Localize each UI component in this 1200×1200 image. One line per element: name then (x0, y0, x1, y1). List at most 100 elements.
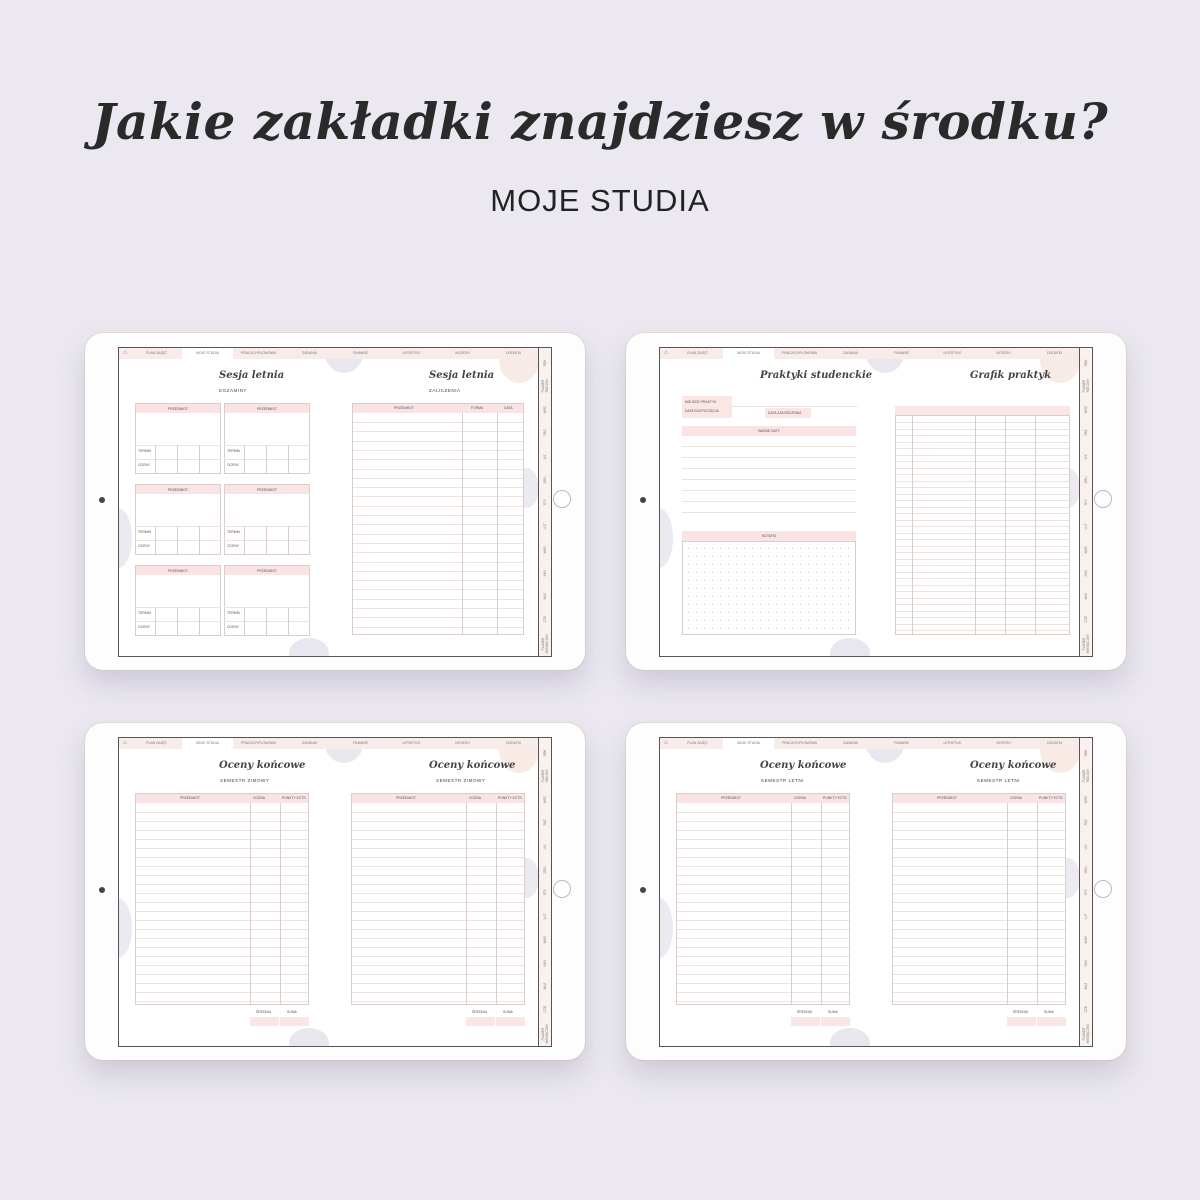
tab-4[interactable]: FINANSE (353, 351, 368, 355)
side-tab-4[interactable]: LIS (1084, 843, 1088, 849)
side-tab-9[interactable]: KWI (543, 960, 547, 967)
side-tab-7[interactable]: LUT (543, 913, 547, 920)
tab-2[interactable]: PRACA DYPLOMOWA (241, 741, 276, 745)
side-tab-7[interactable]: LUT (1084, 913, 1088, 920)
side-tab-5[interactable]: GRU (543, 866, 547, 874)
tab-3[interactable]: ZADANIA (843, 741, 858, 745)
tab-0[interactable]: PLAN ZAJĘĆ (687, 351, 708, 355)
sum-box[interactable] (821, 1017, 850, 1026)
tab-6[interactable]: NOTATKI (455, 351, 470, 355)
side-tab-0[interactable]: ROK (1084, 749, 1088, 757)
tab-7[interactable]: DODATKI (506, 741, 521, 745)
side-tab-7[interactable]: LUT (1084, 523, 1088, 530)
home-icon[interactable]: ⌂ (664, 350, 668, 356)
side-tab-8[interactable]: MAR (543, 936, 547, 944)
side-tab-12[interactable]: PLANER MIESIĘCZNY (1082, 1023, 1090, 1044)
side-tab-3[interactable]: PAŹ (1084, 819, 1088, 826)
home-button[interactable] (1094, 490, 1112, 508)
side-tab-10[interactable]: MAJ (543, 593, 547, 600)
tab-4[interactable]: FINANSE (353, 741, 368, 745)
sum-box[interactable] (496, 1017, 525, 1026)
side-tab-2[interactable]: WRZ (1084, 795, 1088, 804)
tab-6[interactable]: NOTATKI (996, 741, 1011, 745)
side-tab-5[interactable]: GRU (1084, 476, 1088, 484)
side-tab-4[interactable]: LIS (1084, 453, 1088, 459)
sum-box[interactable] (280, 1017, 309, 1026)
side-tab-11[interactable]: CZE (1084, 616, 1088, 624)
tab-0[interactable]: PLAN ZAJĘĆ (146, 741, 167, 745)
side-tab-12[interactable]: PLANER MIESIĘCZNY (541, 633, 549, 654)
side-tab-4[interactable]: LIS (543, 453, 547, 459)
side-tab-2[interactable]: WRZ (543, 795, 547, 804)
average-box[interactable] (791, 1017, 820, 1026)
side-tab-11[interactable]: CZE (1084, 1006, 1088, 1014)
tab-3[interactable]: ZADANIA (843, 351, 858, 355)
tab-1[interactable]: MOJE STUDIA (723, 348, 774, 359)
side-tab-6[interactable]: STY (543, 499, 547, 507)
tab-6[interactable]: NOTATKI (996, 351, 1011, 355)
tab-7[interactable]: DODATKI (1047, 351, 1062, 355)
side-tab-1[interactable]: PLANER ROCZNY (541, 379, 549, 393)
side-tab-9[interactable]: KWI (1084, 570, 1088, 577)
side-tab-9[interactable]: KWI (543, 570, 547, 577)
home-icon[interactable]: ⌂ (664, 740, 668, 746)
side-tab-6[interactable]: STY (1084, 889, 1088, 897)
side-tab-1[interactable]: PLANER ROCZNY (541, 769, 549, 783)
side-tab-2[interactable]: WRZ (543, 405, 547, 414)
home-icon[interactable]: ⌂ (123, 740, 127, 746)
side-tab-0[interactable]: ROK (1084, 359, 1088, 367)
side-tab-4[interactable]: LIS (543, 843, 547, 849)
tab-1[interactable]: MOJE STUDIA (182, 738, 233, 749)
tab-4[interactable]: FINANSE (894, 351, 909, 355)
tab-0[interactable]: PLAN ZAJĘĆ (146, 351, 167, 355)
tab-6[interactable]: NOTATKI (455, 741, 470, 745)
sum-box[interactable] (1037, 1017, 1066, 1026)
side-tab-9[interactable]: KWI (1084, 960, 1088, 967)
tab-5[interactable]: LIFESTYLE (402, 741, 421, 745)
home-button[interactable] (553, 490, 571, 508)
tab-0[interactable]: PLAN ZAJĘĆ (687, 741, 708, 745)
tab-2[interactable]: PRACA DYPLOMOWA (241, 351, 276, 355)
side-tab-3[interactable]: PAŹ (1084, 429, 1088, 436)
side-tab-11[interactable]: CZE (543, 1006, 547, 1014)
average-box[interactable] (250, 1017, 279, 1026)
side-tab-8[interactable]: MAR (1084, 546, 1088, 554)
side-tab-11[interactable]: CZE (543, 616, 547, 624)
side-tab-8[interactable]: MAR (1084, 936, 1088, 944)
side-tab-1[interactable]: PLANER ROCZNY (1082, 769, 1090, 783)
tab-5[interactable]: LIFESTYLE (402, 351, 421, 355)
side-tab-1[interactable]: PLANER ROCZNY (1082, 379, 1090, 393)
side-tab-6[interactable]: STY (543, 889, 547, 897)
home-icon[interactable]: ⌂ (123, 350, 127, 356)
tab-4[interactable]: FINANSE (894, 741, 909, 745)
side-tab-3[interactable]: PAŹ (543, 819, 547, 826)
side-tab-2[interactable]: WRZ (1084, 405, 1088, 414)
tab-1[interactable]: MOJE STUDIA (182, 348, 233, 359)
side-tab-8[interactable]: MAR (543, 546, 547, 554)
side-tab-5[interactable]: GRU (1084, 866, 1088, 874)
side-tab-3[interactable]: PAŹ (543, 429, 547, 436)
tab-2[interactable]: PRACA DYPLOMOWA (782, 351, 817, 355)
tab-7[interactable]: DODATKI (1047, 741, 1062, 745)
side-tab-6[interactable]: STY (1084, 499, 1088, 507)
side-tab-5[interactable]: GRU (543, 476, 547, 484)
tab-3[interactable]: ZADANIA (302, 741, 317, 745)
side-tab-10[interactable]: MAJ (543, 983, 547, 990)
average-box[interactable] (1007, 1017, 1036, 1026)
tab-5[interactable]: LIFESTYLE (943, 351, 962, 355)
side-tab-0[interactable]: ROK (543, 749, 547, 757)
tab-2[interactable]: PRACA DYPLOMOWA (782, 741, 817, 745)
side-tab-10[interactable]: MAJ (1084, 593, 1088, 600)
side-tab-7[interactable]: LUT (543, 523, 547, 530)
home-button[interactable] (1094, 880, 1112, 898)
average-box[interactable] (466, 1017, 495, 1026)
tab-7[interactable]: DODATKI (506, 351, 521, 355)
side-tab-0[interactable]: ROK (543, 359, 547, 367)
side-tab-10[interactable]: MAJ (1084, 983, 1088, 990)
tab-1[interactable]: MOJE STUDIA (723, 738, 774, 749)
tab-3[interactable]: ZADANIA (302, 351, 317, 355)
side-tab-12[interactable]: PLANER MIESIĘCZNY (541, 1023, 549, 1044)
home-button[interactable] (553, 880, 571, 898)
tab-5[interactable]: LIFESTYLE (943, 741, 962, 745)
side-tab-12[interactable]: PLANER MIESIĘCZNY (1082, 633, 1090, 654)
